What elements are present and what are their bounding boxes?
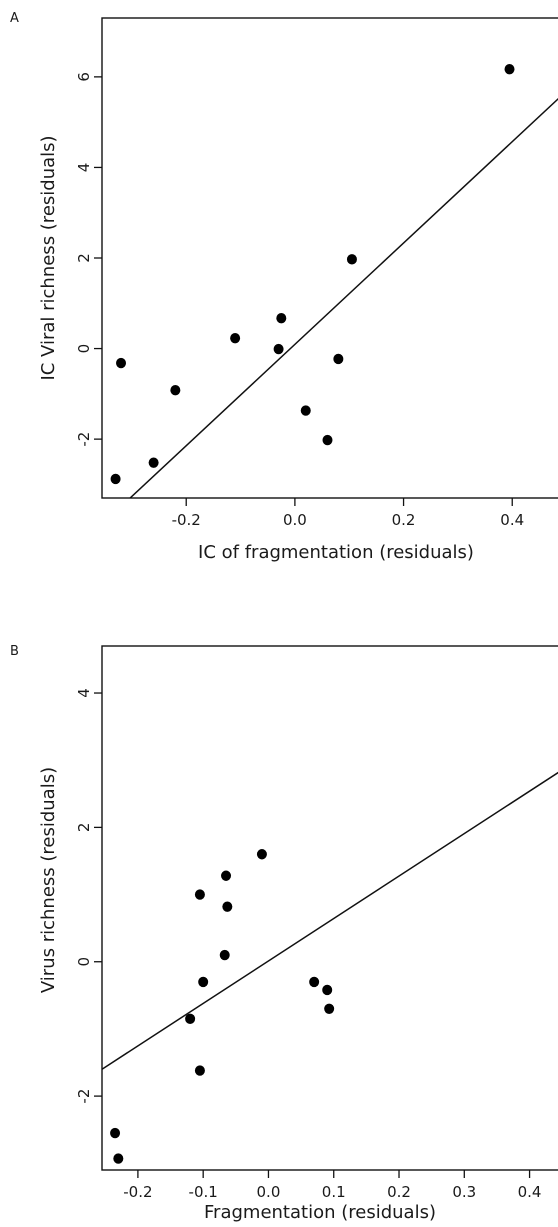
panel-a-y-tick-label: 0 bbox=[75, 344, 93, 354]
panel-b-plot-frame bbox=[101, 645, 558, 1171]
panel-a-data-point bbox=[333, 353, 344, 365]
panel-b-data-point bbox=[324, 1003, 335, 1014]
panel-b-x-tick-label: 0.0 bbox=[257, 1183, 281, 1201]
panel-b-y-tick-label: 4 bbox=[75, 688, 93, 698]
panel-b-x-tick-label: -0.2 bbox=[123, 1183, 152, 1201]
panel-a-data-point bbox=[504, 63, 515, 75]
panel-a-plot-frame bbox=[101, 17, 558, 499]
panel-a-data-point bbox=[230, 332, 241, 344]
panel-b-x-tick-label: 0.3 bbox=[452, 1183, 476, 1201]
panel-b-x-tick-label: 0.4 bbox=[518, 1183, 542, 1201]
panel-b-x-axis-title: Fragmentation (residuals) bbox=[204, 1202, 436, 1223]
panel-b-data-point bbox=[110, 1127, 121, 1139]
panel-b-x-ticks: -0.2 -0.1 0.0 0.1 0.2 0.3 0.4 bbox=[123, 1170, 541, 1201]
panel-b-letter: B bbox=[10, 644, 19, 659]
panel-b-data-point bbox=[256, 849, 267, 860]
panel-a-x-tick-label: -0.2 bbox=[172, 511, 201, 529]
panel-b-data-point bbox=[221, 870, 232, 881]
panel-b-data-point bbox=[113, 1153, 124, 1164]
panel-a: A -0.2 0.0 0.2 0.4 -2 0 2 4 6 IC of fragmentati… bbox=[10, 11, 558, 563]
panel-a-data-point bbox=[322, 434, 333, 446]
panel-a-y-tick-label: 4 bbox=[75, 163, 93, 173]
panel-a-y-tick-label: -2 bbox=[75, 432, 93, 447]
panel-b-data-point bbox=[198, 976, 209, 988]
panel-a-x-axis-title: IC of fragmentation (residuals) bbox=[198, 542, 474, 563]
panel-b-data-point bbox=[222, 901, 233, 912]
panel-a-data-point bbox=[170, 385, 181, 396]
panel-b-y-tick-label: 0 bbox=[75, 957, 93, 967]
panel-a-y-axis-title: IC Viral richness (residuals) bbox=[38, 135, 59, 380]
panel-b-data-point bbox=[194, 1065, 205, 1076]
panel-b-data-point bbox=[309, 976, 320, 988]
panel-a-plot-area bbox=[110, 63, 558, 498]
panel-a-data-point bbox=[273, 343, 284, 355]
panel-a-data-point bbox=[148, 457, 159, 468]
panel-a-x-tick-label: 0.2 bbox=[392, 511, 416, 529]
panel-b: B -0.2 -0.1 0.0 0.1 0.2 0.3 0.4 -2 0 2 4 Fragment… bbox=[10, 644, 558, 1223]
panel-b-y-tick-label: -2 bbox=[75, 1089, 93, 1104]
panel-b-data-point bbox=[322, 984, 333, 996]
panel-a-letter: A bbox=[10, 11, 19, 26]
panel-a-regression-line bbox=[129, 97, 558, 498]
panel-a-x-tick-label: 0.4 bbox=[500, 511, 524, 529]
panel-b-x-tick-label: 0.2 bbox=[387, 1183, 411, 1201]
panel-b-plot-area bbox=[102, 771, 558, 1164]
panel-a-data-point bbox=[110, 473, 121, 485]
panel-a-y-ticks: -2 0 2 4 6 bbox=[75, 72, 102, 447]
panel-b-data-point bbox=[185, 1013, 196, 1025]
panel-a-y-tick-label: 2 bbox=[75, 253, 93, 263]
panel-b-regression-line bbox=[102, 771, 558, 1070]
panel-a-data-point bbox=[116, 357, 127, 369]
panel-b-x-tick-label: -0.1 bbox=[189, 1183, 218, 1201]
panel-b-y-ticks: -2 0 2 4 bbox=[75, 688, 102, 1104]
panel-a-data-point bbox=[300, 405, 311, 416]
panel-b-y-tick-label: 2 bbox=[75, 823, 93, 833]
panel-a-x-tick-label: 0.0 bbox=[283, 511, 307, 529]
panel-a-data-point bbox=[276, 313, 287, 324]
panel-a-y-tick-label: 6 bbox=[75, 72, 93, 82]
panel-a-x-ticks: -0.2 0.0 0.2 0.4 bbox=[172, 498, 524, 529]
panel-a-data-point bbox=[346, 254, 357, 265]
panel-b-data-point bbox=[219, 949, 230, 961]
panel-b-data-point bbox=[194, 889, 205, 900]
panel-b-x-tick-label: 0.1 bbox=[322, 1183, 346, 1201]
panel-b-y-axis-title: Virus richness (residuals) bbox=[38, 767, 59, 993]
